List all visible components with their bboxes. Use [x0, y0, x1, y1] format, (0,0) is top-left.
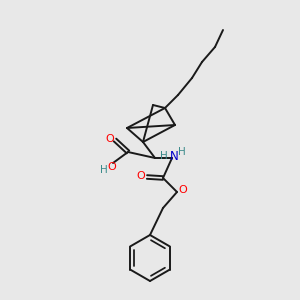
Text: H: H: [100, 165, 108, 175]
Text: O: O: [178, 185, 188, 195]
Text: O: O: [106, 134, 114, 144]
Text: O: O: [136, 171, 146, 181]
Text: N: N: [169, 149, 178, 163]
Text: H: H: [160, 151, 168, 161]
Text: O: O: [108, 162, 116, 172]
Text: H: H: [178, 147, 186, 157]
